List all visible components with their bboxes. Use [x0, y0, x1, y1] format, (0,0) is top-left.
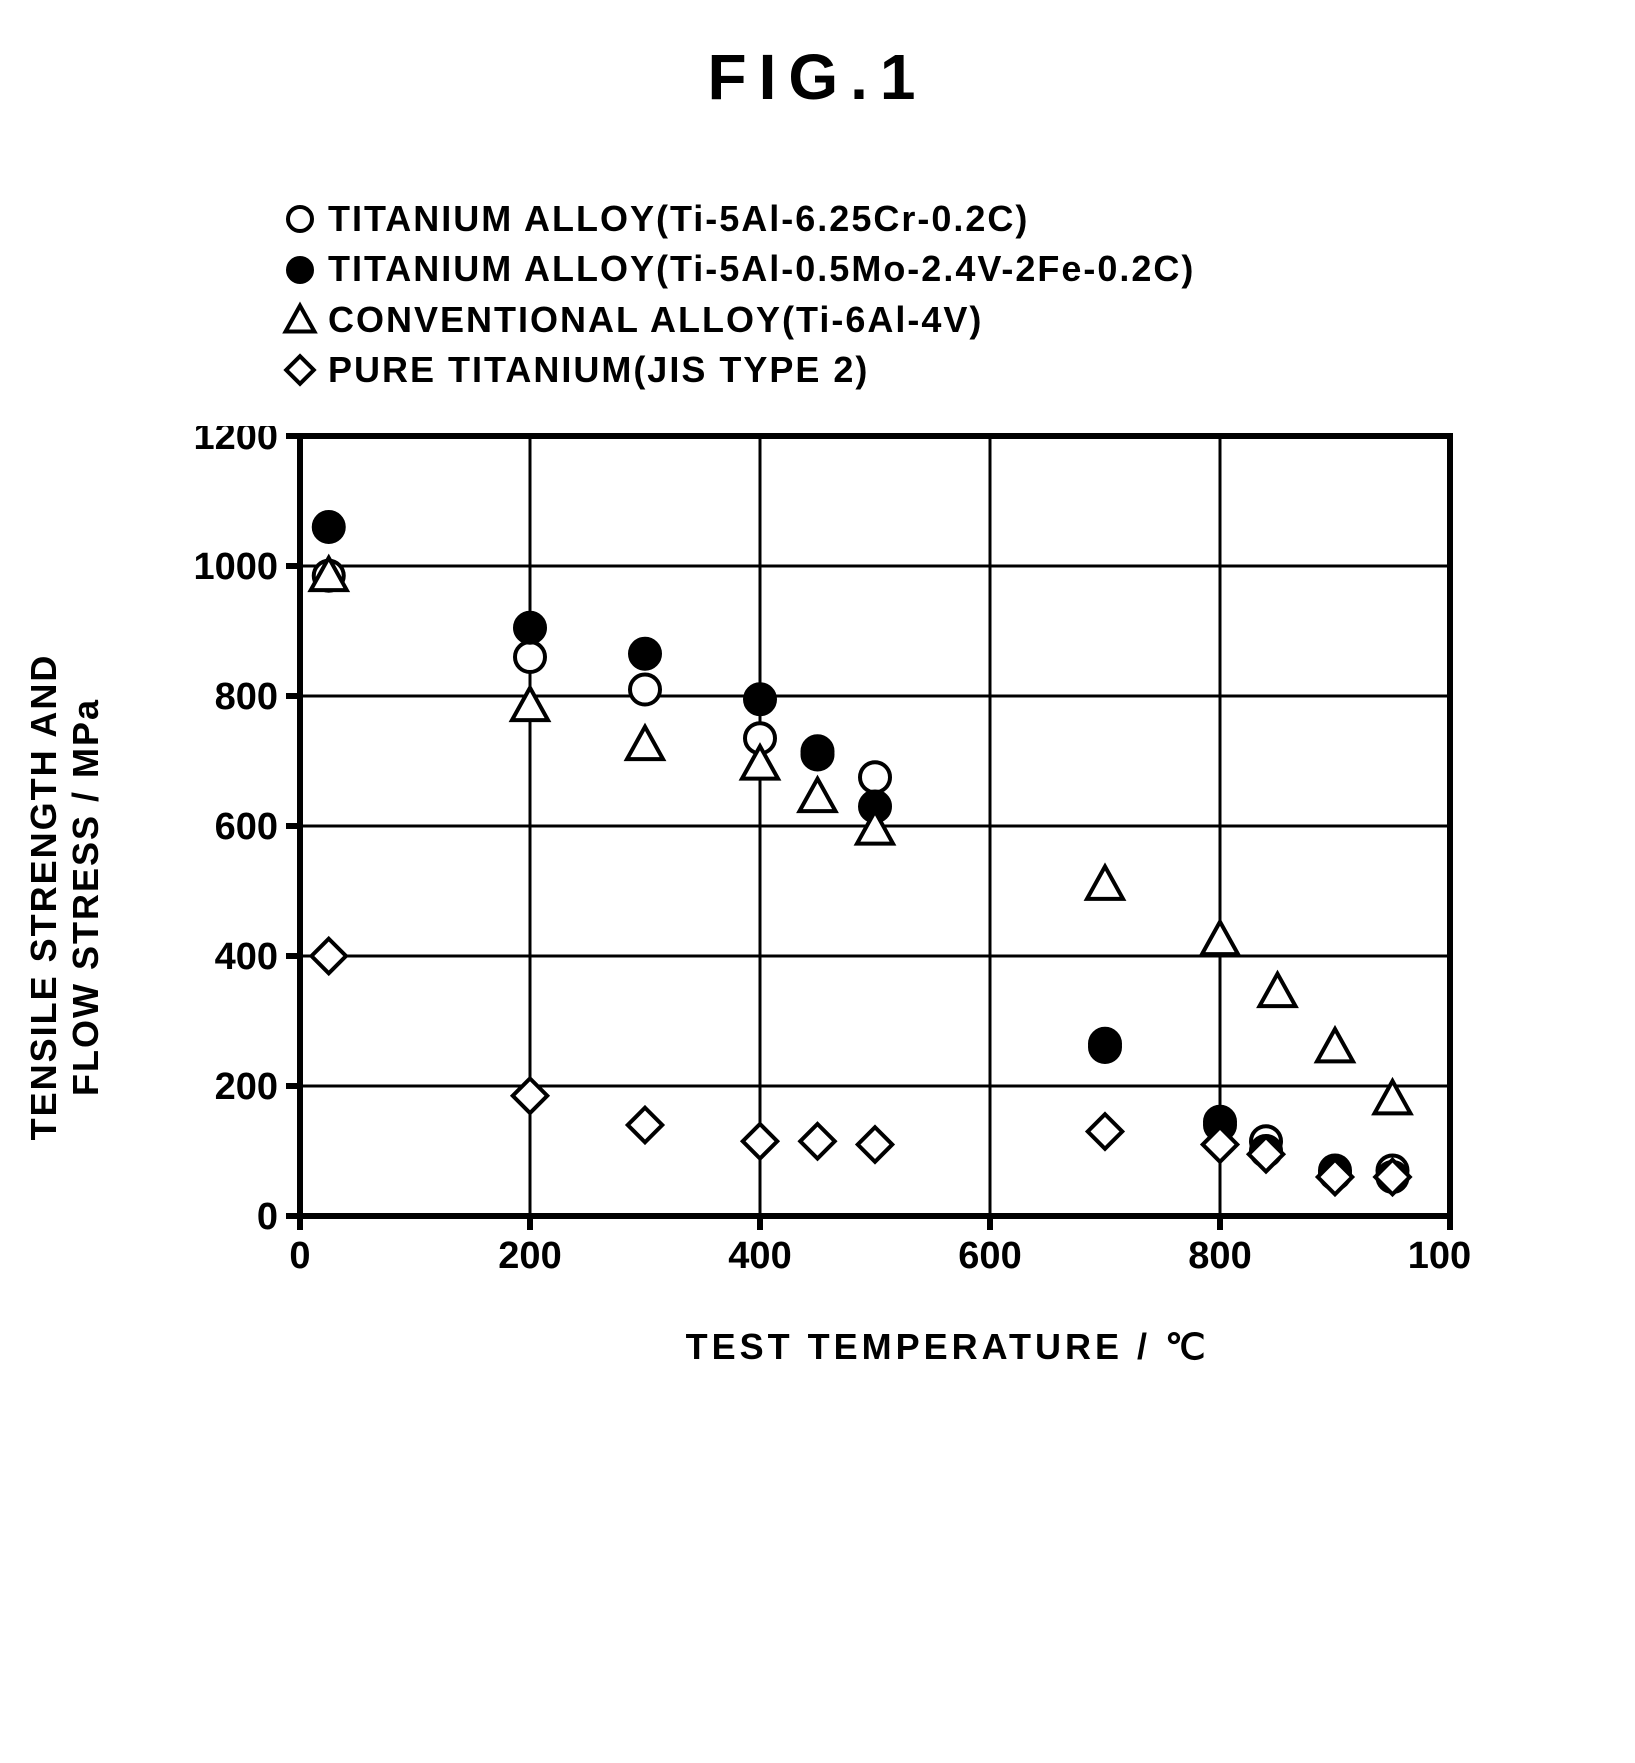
legend-item: TITANIUM ALLOY(Ti-5Al-0.5Mo-2.4V-2Fe-0.2… [280, 244, 1595, 294]
figure-title: FIG.1 [40, 40, 1595, 114]
y-tick-label: 600 [215, 806, 278, 848]
x-tick-label: 0 [289, 1235, 310, 1276]
open-circle-icon [280, 199, 320, 239]
y-tick-label: 800 [215, 676, 278, 718]
legend-label: PURE TITANIUM(JIS TYPE 2) [328, 345, 869, 395]
x-tick-label: 200 [498, 1235, 561, 1276]
open-triangle-icon [280, 300, 320, 340]
y-tick-label: 400 [215, 936, 278, 978]
y-tick-label: 200 [215, 1066, 278, 1108]
y-tick-label: 1000 [193, 546, 278, 588]
legend: TITANIUM ALLOY(Ti-5Al-6.25Cr-0.2C)TITANI… [280, 194, 1595, 396]
y-axis-label-line1: TENSILE STRENGTH AND [23, 653, 64, 1140]
legend-item: CONVENTIONAL ALLOY(Ti-6Al-4V) [280, 295, 1595, 345]
x-tick-label: 400 [728, 1235, 791, 1276]
legend-label: TITANIUM ALLOY(Ti-5Al-6.25Cr-0.2C) [328, 194, 1029, 244]
y-tick-label: 0 [257, 1196, 278, 1238]
open-diamond-icon [280, 350, 320, 390]
legend-label: TITANIUM ALLOY(Ti-5Al-0.5Mo-2.4V-2Fe-0.2… [328, 244, 1195, 294]
legend-item: TITANIUM ALLOY(Ti-5Al-6.25Cr-0.2C) [280, 194, 1595, 244]
y-axis-label-line2: FLOW STRESS / MPa [65, 698, 106, 1096]
scatter-plot: 0 200 400 600 800 1000 0 200 400 600 800 1000 1200 [190, 426, 1470, 1276]
x-tick-label: 800 [1188, 1235, 1251, 1276]
legend-label: CONVENTIONAL ALLOY(Ti-6Al-4V) [328, 295, 983, 345]
filled-circle-icon [280, 250, 320, 290]
y-tick-label: 1200 [193, 426, 278, 458]
x-tick-label: 600 [958, 1235, 1021, 1276]
y-axis-label: TENSILE STRENGTH AND FLOW STRESS / MPa [23, 547, 107, 1247]
x-tick-label: 1000 [1408, 1235, 1470, 1276]
x-axis-label: TEST TEMPERATURE / ℃ [300, 1326, 1595, 1368]
legend-item: PURE TITANIUM(JIS TYPE 2) [280, 345, 1595, 395]
figure-container: FIG.1 TITANIUM ALLOY(Ti-5Al-6.25Cr-0.2C)… [40, 40, 1595, 1368]
chart-area: TENSILE STRENGTH AND FLOW STRESS / MPa 0… [190, 426, 1595, 1368]
